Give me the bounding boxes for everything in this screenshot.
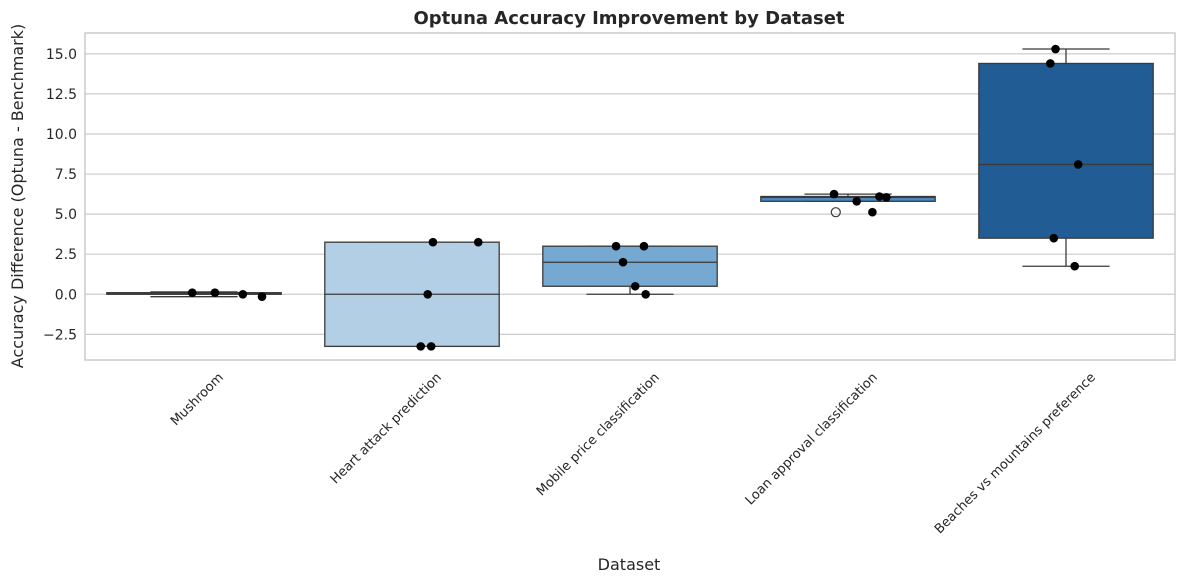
data-point bbox=[852, 197, 862, 206]
box-outlier bbox=[830, 207, 841, 218]
data-point bbox=[423, 289, 432, 299]
x-axis-label: Dataset bbox=[598, 555, 661, 574]
y-tick-label: 12.5 bbox=[46, 87, 77, 103]
data-point bbox=[1070, 261, 1080, 271]
x-tick-labels: Mushroom Heart attack prediction Mobile pr… bbox=[168, 370, 1099, 537]
x-tick-label: Loan approval classification bbox=[743, 370, 881, 508]
data-point bbox=[1046, 59, 1055, 68]
data-point bbox=[187, 288, 197, 297]
y-tick-label: 2.5 bbox=[55, 247, 77, 263]
y-tick-label: 15.0 bbox=[46, 47, 77, 63]
data-point bbox=[630, 281, 640, 291]
data-point bbox=[875, 192, 884, 201]
x-tick-label: Mobile price classification bbox=[534, 370, 663, 499]
boxes bbox=[106, 48, 1154, 348]
data-point bbox=[868, 207, 877, 217]
box-body bbox=[978, 62, 1154, 239]
data-point bbox=[1051, 44, 1060, 54]
data-point bbox=[238, 289, 248, 299]
box-body bbox=[542, 245, 718, 287]
data-point bbox=[473, 237, 483, 247]
x-tick-label: Mushroom bbox=[168, 370, 227, 429]
data-point bbox=[428, 237, 438, 247]
y-tick-label: −2.5 bbox=[43, 327, 77, 343]
data-point bbox=[257, 292, 267, 301]
y-axis-label: Accuracy Difference (Optuna - Benchmark) bbox=[8, 24, 27, 368]
data-point bbox=[829, 189, 839, 199]
data-point bbox=[1049, 233, 1059, 243]
data-point bbox=[641, 289, 650, 299]
plot-frame bbox=[84, 32, 1176, 361]
y-tick-label: 5.0 bbox=[55, 207, 77, 223]
data-point bbox=[426, 342, 436, 351]
x-tick-label: Heart attack prediction bbox=[328, 370, 445, 487]
y-tick-label: 0.0 bbox=[55, 287, 77, 303]
data-point bbox=[882, 193, 891, 202]
data-point bbox=[416, 342, 426, 351]
data-point bbox=[611, 241, 621, 251]
data-point bbox=[639, 241, 649, 251]
y-tick-labels: −2.5 0.0 2.5 5.0 7.5 10.0 12.5 15.0 bbox=[43, 47, 77, 344]
data-points bbox=[187, 44, 1083, 351]
chart-title: Optuna Accuracy Improvement by Dataset bbox=[413, 8, 844, 29]
data-point bbox=[1073, 160, 1083, 169]
box-body bbox=[760, 195, 936, 202]
data-point bbox=[210, 288, 220, 297]
data-point bbox=[618, 257, 628, 267]
y-tick-label: 10.0 bbox=[46, 127, 77, 143]
y-tick-label: 7.5 bbox=[55, 167, 77, 183]
x-tick-label: Beaches vs mountains preference bbox=[932, 370, 1099, 537]
